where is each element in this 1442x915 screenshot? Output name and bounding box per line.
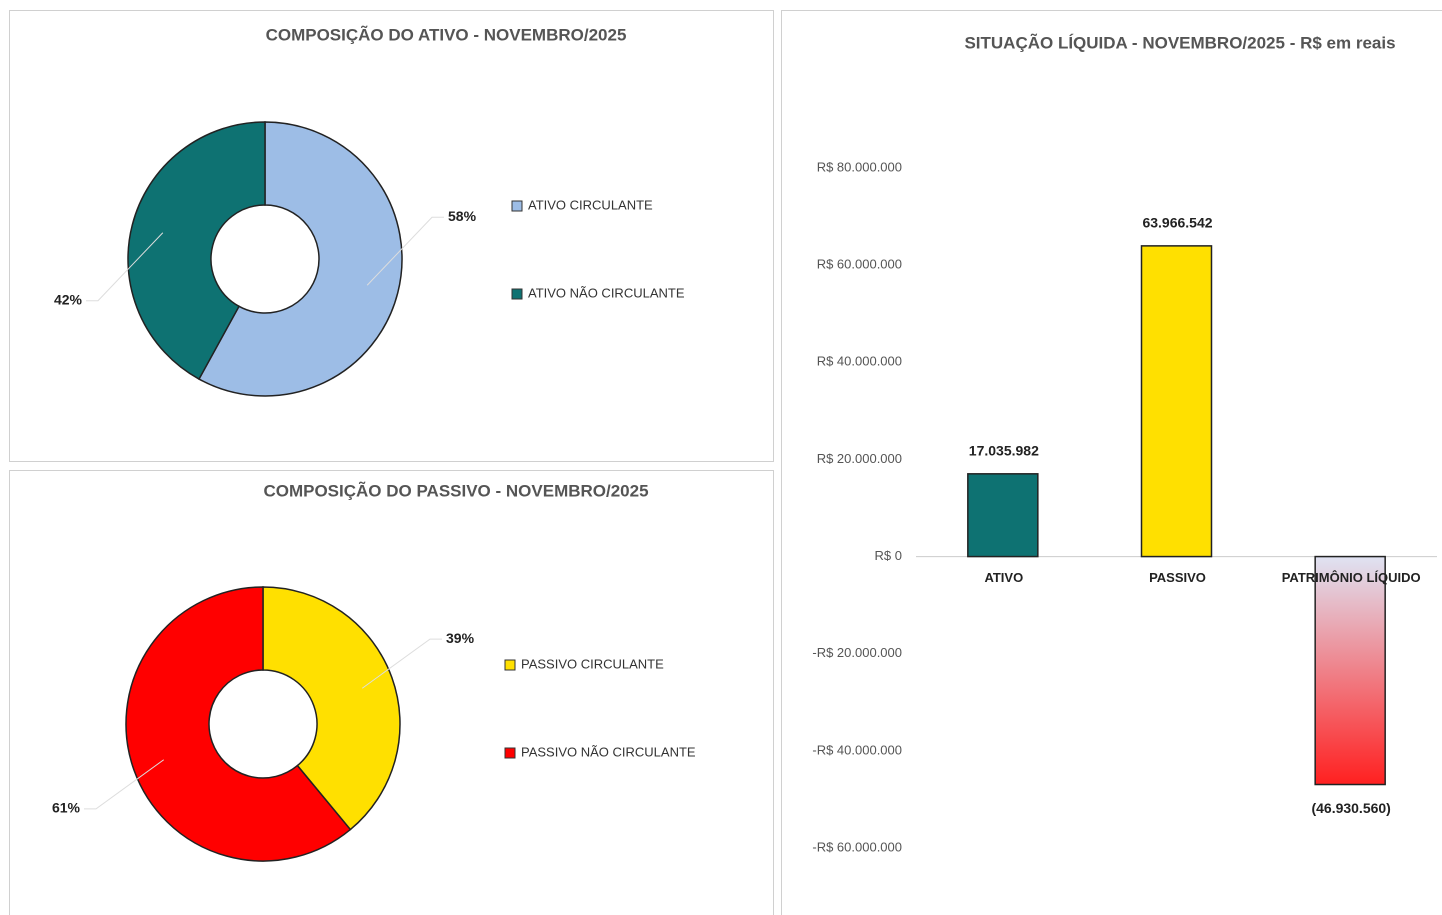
x-tick-label: PATRIMÔNIO LÍQUIDO [1282, 570, 1421, 585]
y-tick-label: -R$ 20.000.000 [812, 645, 902, 660]
data-label: 39% [446, 630, 475, 646]
y-tick-label: -R$ 40.000.000 [812, 742, 902, 757]
legend-swatch [511, 288, 523, 300]
legend-label: ATIVO NÃO CIRCULANTE [528, 285, 685, 300]
donut-slice [127, 121, 266, 381]
leader-line [361, 638, 442, 689]
y-tick-label: R$ 0 [875, 548, 902, 563]
data-label: 42% [54, 291, 83, 307]
bar [1314, 555, 1386, 786]
y-tick-label: R$ 80.000.000 [817, 159, 902, 174]
data-label: 58% [448, 208, 477, 224]
panel [781, 10, 1442, 915]
legend-swatch [504, 659, 516, 671]
panel [9, 10, 774, 462]
y-tick-label: R$ 20.000.000 [817, 451, 902, 466]
panel [9, 470, 774, 915]
chart-title: COMPOSIÇÃO DO PASSIVO - NOVEMBRO/2025 [263, 480, 648, 500]
y-tick-label: -R$ 60.000.000 [812, 839, 902, 854]
data-label: 61% [52, 800, 81, 816]
donut-slice [125, 586, 352, 862]
leader-line [84, 759, 165, 810]
legend-swatch [511, 200, 523, 212]
data-label: 17.035.982 [969, 443, 1039, 459]
chart-title: COMPOSIÇÃO DO ATIVO - NOVEMBRO/2025 [266, 24, 627, 44]
data-label: 63.966.542 [1142, 215, 1212, 231]
x-tick-label: PASSIVO [1149, 570, 1206, 585]
legend-label: PASSIVO NÃO CIRCULANTE [521, 744, 696, 759]
donut-slice [197, 121, 403, 397]
y-tick-label: R$ 60.000.000 [817, 257, 902, 272]
donut-slice [262, 586, 401, 831]
legend-swatch [504, 747, 516, 759]
bar [967, 473, 1039, 558]
leader-line [86, 232, 164, 302]
legend-label: PASSIVO CIRCULANTE [521, 656, 664, 671]
y-tick-label: R$ 40.000.000 [817, 354, 902, 369]
leader-line [366, 216, 444, 286]
data-label: (46.930.560) [1311, 800, 1390, 816]
chart-title: SITUAÇÃO LÍQUIDA - NOVEMBRO/2025 - R$ em… [964, 32, 1395, 52]
x-tick-label: ATIVO [984, 570, 1023, 585]
legend-label: ATIVO CIRCULANTE [528, 197, 653, 212]
bar [1140, 245, 1213, 558]
